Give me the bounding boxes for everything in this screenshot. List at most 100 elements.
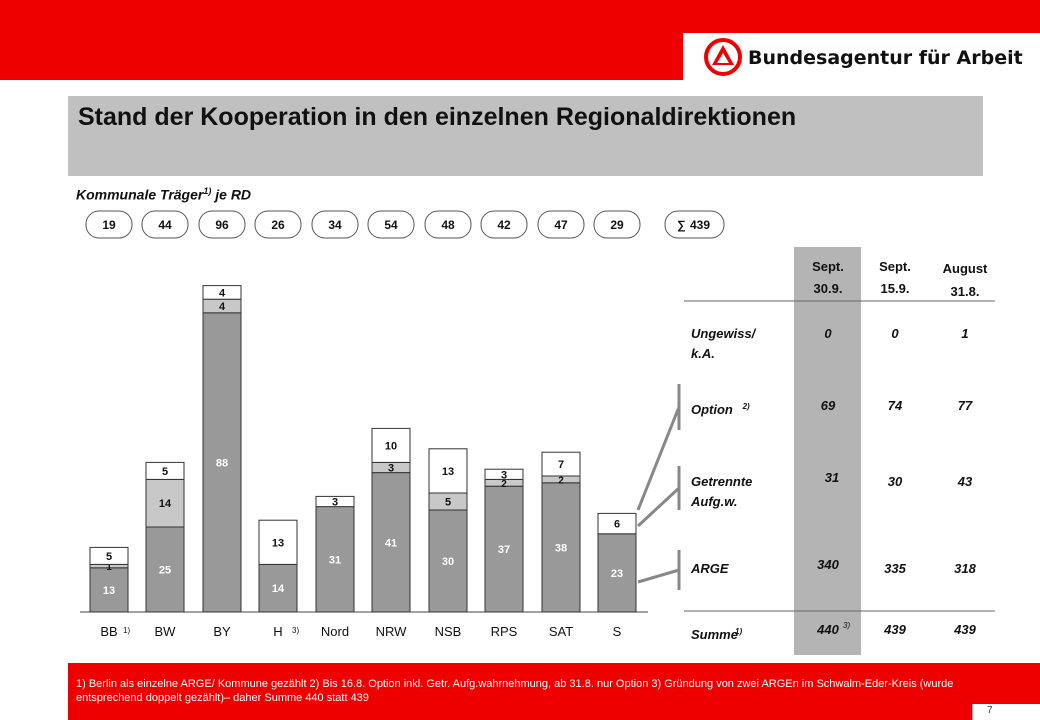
kommunale-value: 54 <box>384 218 398 232</box>
kommunale-value: 34 <box>328 218 342 232</box>
bar-segment-arge <box>202 312 242 613</box>
table-cell-value: 0 <box>824 326 832 341</box>
bar-value-label: 37 <box>498 544 510 556</box>
bar-value-label: 3 <box>388 463 394 475</box>
table-column-header: 30.9. <box>814 281 843 296</box>
table-cell-value: 439 <box>883 622 906 637</box>
bar-value-label: 31 <box>329 554 341 566</box>
kommunale-value: 47 <box>554 218 568 232</box>
bar-value-label: 14 <box>272 583 285 595</box>
bar-value-label: 41 <box>385 537 397 549</box>
bar-segment-option <box>597 512 637 535</box>
table-row-label: Aufg.w. <box>690 494 737 509</box>
table-row-label: k.A. <box>691 346 715 361</box>
table-row-footnote: 1) <box>735 627 742 636</box>
bar-segment-arge <box>484 485 524 613</box>
category-footnote: 1) <box>123 626 130 635</box>
bar-value-label: 4 <box>219 301 226 313</box>
subtitle-end: je RD <box>211 186 252 203</box>
bar-segment-arge <box>315 506 355 613</box>
bar-segment-option <box>371 427 411 463</box>
table-column-header: Sept. <box>879 259 911 274</box>
kommunale-pill-h <box>254 210 302 239</box>
bar-value-label: 5 <box>445 497 451 509</box>
bar-value-label: 4 <box>219 287 226 299</box>
table-cell-value: 69 <box>821 398 836 413</box>
table-cell-value: 74 <box>888 398 903 413</box>
footer-bar <box>68 663 1040 720</box>
table-cell-value: 31 <box>825 470 839 485</box>
logo-text: Bundesagentur für Arbeit <box>748 47 1023 69</box>
bar-segment-arge <box>145 526 185 613</box>
bar-value-label: 30 <box>442 556 454 568</box>
kommunale-value: 29 <box>610 218 624 232</box>
kommunale-value: 48 <box>441 218 455 232</box>
bar-value-label: 38 <box>555 542 567 554</box>
bar-segment-option <box>428 448 468 494</box>
table-row-footnote: 2) <box>742 402 750 411</box>
table-cell-value: 335 <box>884 561 906 576</box>
title-box <box>68 96 983 176</box>
bar-segment-option <box>202 285 242 300</box>
category-label: SAT <box>549 624 573 639</box>
bar-value-label: 2 <box>501 479 507 490</box>
footer-notes: 1) Berlin als einzelne ARGE/ Kommune gez… <box>76 678 954 704</box>
bar-segment-arge <box>541 482 581 613</box>
bar-segment-option <box>315 495 355 508</box>
category-label: BW <box>155 624 177 639</box>
kommunale-value: 26 <box>271 218 285 232</box>
category-label: Nord <box>321 624 349 639</box>
table-row-label: Option <box>691 402 733 417</box>
bar-segment-option <box>89 546 129 565</box>
table-cell-value: 440 <box>816 622 839 637</box>
bar-value-label: 13 <box>103 585 115 597</box>
connector-option <box>636 406 681 511</box>
bar-segment-option <box>484 468 524 480</box>
table-column-header: Sept. <box>812 259 844 274</box>
table-column-header: 31.8. <box>951 284 980 299</box>
ba-logo-icon <box>704 38 742 76</box>
page-number-box: 7 <box>972 704 1040 720</box>
kommunale-value: 42 <box>497 218 511 232</box>
connector-arge <box>637 568 680 584</box>
bar-segment-arge <box>428 509 468 613</box>
table-column-header: 15.9. <box>881 281 910 296</box>
kommunale-value: 96 <box>215 218 229 232</box>
page-number: 7 <box>987 705 993 716</box>
bar-value-label: 14 <box>159 498 172 510</box>
bar-value-label: 13 <box>272 537 284 549</box>
kommunale-pill-s <box>593 210 641 239</box>
kommunale-pill-rps <box>480 210 528 239</box>
category-label: RPS <box>491 624 518 639</box>
table-cell-value: 318 <box>954 561 976 576</box>
bar-segment-option <box>258 519 298 565</box>
bar-value-label: 1 <box>106 562 112 573</box>
table-cell-value: 77 <box>958 398 973 413</box>
kommunale-pill-nord <box>311 210 359 239</box>
table-column-header: August <box>943 261 988 276</box>
kommunale-pill-by <box>198 210 246 239</box>
bar-value-label: 88 <box>216 457 228 469</box>
category-label: NRW <box>376 624 408 639</box>
bar-value-label: 6 <box>614 519 620 531</box>
kommunale-value: 44 <box>158 218 172 232</box>
kommunale-pill-nrw <box>367 210 415 239</box>
table-row-label: Summe <box>691 627 738 642</box>
bar-value-label: 25 <box>159 565 171 577</box>
bar-value-label: 23 <box>611 568 623 580</box>
category-label: NSB <box>435 624 462 639</box>
bar-segment-getrennt <box>145 478 185 528</box>
bar-value-label: 5 <box>106 551 112 563</box>
bar-value-label: 3 <box>501 469 507 481</box>
subtitle-footnote-mark: 1) <box>203 186 212 196</box>
table-cell-value: 43 <box>957 474 973 489</box>
kommunale-pill-sat <box>537 210 585 239</box>
subtitle-main: Kommunale Träger <box>76 186 204 203</box>
table-cell-footnote: 3) <box>843 621 850 630</box>
table-cell-value: 340 <box>817 557 839 572</box>
bar-value-label: 5 <box>162 466 168 478</box>
bar-segment-arge <box>89 567 129 613</box>
bar-value-label: 13 <box>442 466 454 478</box>
table-cell-value: 1 <box>961 326 968 341</box>
